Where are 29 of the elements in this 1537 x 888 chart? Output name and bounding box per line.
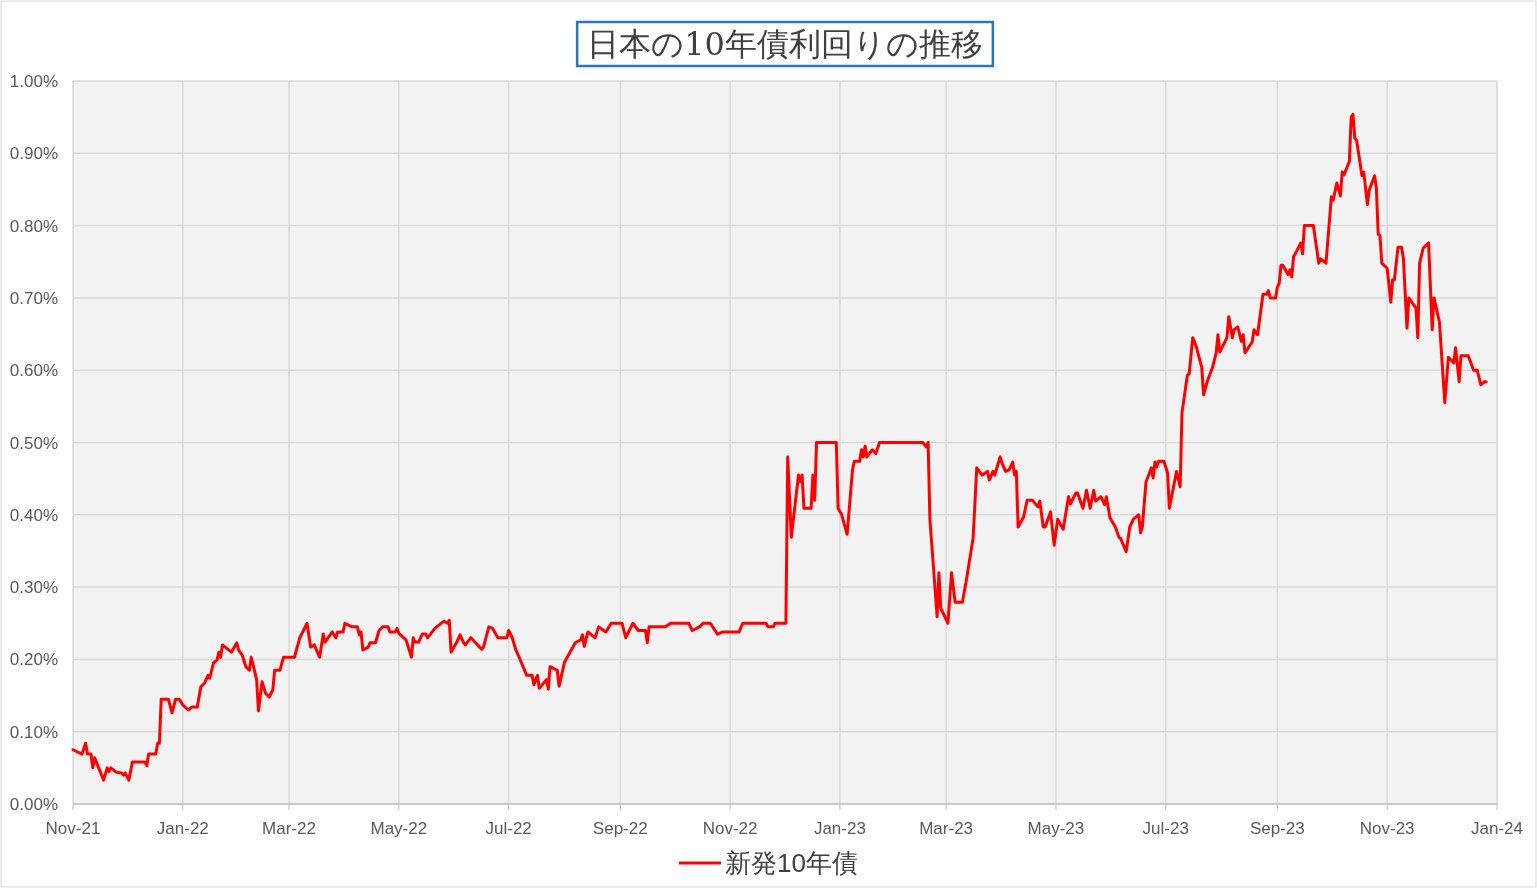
x-tick-label: Mar-22 — [262, 819, 316, 838]
x-tick-label: Jul-22 — [485, 819, 532, 838]
y-tick-label: 0.10% — [9, 722, 58, 742]
x-tick-label: Nov-21 — [45, 819, 101, 838]
y-tick-label: 0.30% — [9, 578, 58, 598]
y-tick-label: 0.70% — [9, 288, 58, 308]
x-tick-label: Nov-23 — [1359, 819, 1415, 838]
x-tick-label: May-22 — [370, 819, 428, 838]
y-tick-label: 0.00% — [9, 795, 58, 814]
x-tick-label: Jan-22 — [156, 819, 209, 838]
legend-label: 新発10年債 — [725, 848, 858, 878]
x-tick-label: Jul-23 — [1142, 819, 1189, 838]
x-tick-label: Sep-22 — [592, 819, 648, 838]
line-series — [71, 112, 1488, 782]
y-tick-label: 0.40% — [9, 505, 58, 525]
chart-title: 日本の10年債利回りの推移 — [587, 25, 983, 63]
legend: 新発10年債 — [679, 848, 858, 878]
x-tick-label: Mar-23 — [919, 819, 974, 838]
y-tick-label: 0.60% — [9, 361, 58, 381]
y-tick-label: 1.00% — [9, 72, 58, 91]
y-tick-label: 0.80% — [9, 216, 58, 236]
x-tick-label: Jan-23 — [813, 819, 866, 838]
x-tick-label: Nov-22 — [702, 819, 758, 838]
y-tick-label: 0.20% — [9, 650, 58, 670]
y-tick-label: 0.50% — [9, 433, 58, 453]
y-tick-label: 0.90% — [9, 144, 58, 164]
x-tick-label: May-23 — [1027, 819, 1085, 838]
x-tick-label: Jan-24 — [1471, 819, 1523, 838]
x-tick-label: Sep-23 — [1249, 819, 1305, 838]
